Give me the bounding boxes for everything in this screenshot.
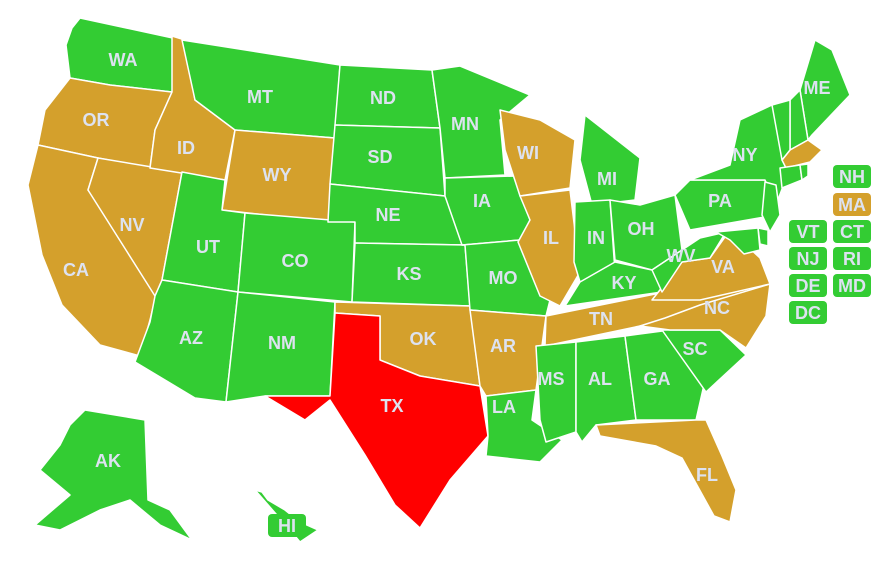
state-callout-hi[interactable]: HI [268,514,306,537]
state-callout-ct[interactable]: CT [833,220,871,243]
state-md[interactable] [715,227,761,255]
state-callout-ri[interactable]: RI [833,247,871,270]
state-ks[interactable] [351,242,471,307]
state-callout-de[interactable]: DE [789,274,827,297]
state-ar[interactable] [469,309,547,397]
state-fl[interactable] [595,419,737,523]
state-callout-nj[interactable]: NJ [789,247,827,270]
callout-box [833,193,871,216]
state-callout-nh[interactable]: NH [833,165,871,188]
callout-box [833,165,871,188]
state-nc[interactable] [639,283,771,349]
state-tx[interactable] [264,312,489,529]
state-ct[interactable] [779,164,803,189]
state-pa[interactable] [674,179,777,231]
callout-box [789,247,827,270]
state-callout-vt[interactable]: VT [789,220,827,243]
callout-box [833,220,871,243]
state-wi[interactable] [499,109,576,197]
callout-box [833,274,871,297]
state-callout-ma[interactable]: MA [833,193,871,216]
state-nd[interactable] [334,64,441,129]
state-mn[interactable] [431,65,531,179]
state-wy[interactable] [221,129,336,223]
state-callout-md[interactable]: MD [833,274,871,297]
state-ms[interactable] [535,341,577,443]
state-wv[interactable] [651,231,727,293]
state-ri[interactable] [799,163,809,181]
callout-box [789,274,827,297]
state-vt[interactable] [771,99,791,161]
state-co[interactable] [237,212,356,303]
state-ak[interactable] [34,409,193,541]
state-callout-dc[interactable]: DC [789,301,827,324]
state-il[interactable] [517,189,581,307]
callout-box [833,247,871,270]
callout-box [789,301,827,324]
state-nm[interactable] [225,291,336,403]
state-la[interactable] [485,389,563,463]
callout-box [268,514,306,537]
state-me[interactable] [799,39,851,141]
state-mi[interactable] [579,114,641,206]
callout-box [789,220,827,243]
state-nj[interactable] [761,181,781,233]
